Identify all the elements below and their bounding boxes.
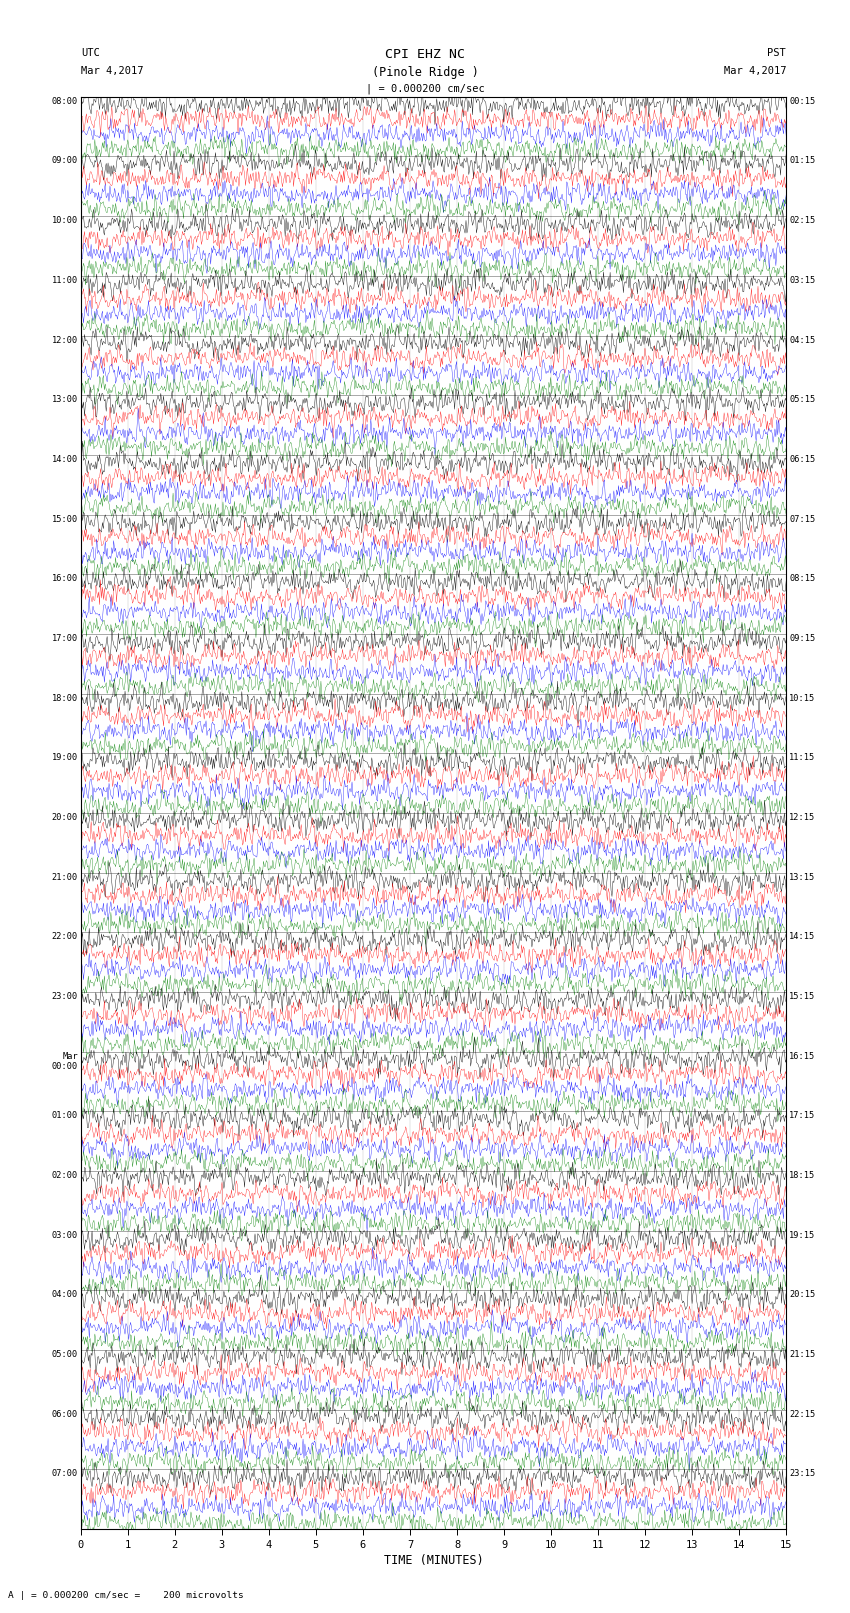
Text: | = 0.000200 cm/sec: | = 0.000200 cm/sec	[366, 84, 484, 95]
Text: PST: PST	[768, 48, 786, 58]
Text: 23:15: 23:15	[789, 1469, 815, 1479]
Text: 15:15: 15:15	[789, 992, 815, 1002]
Text: 10:15: 10:15	[789, 694, 815, 703]
Text: 03:00: 03:00	[52, 1231, 78, 1240]
Text: Mar
00:00: Mar 00:00	[52, 1052, 78, 1071]
Text: 17:00: 17:00	[52, 634, 78, 644]
Text: 00:15: 00:15	[789, 97, 815, 106]
Text: 08:15: 08:15	[789, 574, 815, 584]
Text: 01:00: 01:00	[52, 1111, 78, 1121]
Text: Mar 4,2017: Mar 4,2017	[81, 66, 144, 76]
Text: 09:00: 09:00	[52, 156, 78, 166]
Text: 16:15: 16:15	[789, 1052, 815, 1061]
Text: (Pinole Ridge ): (Pinole Ridge )	[371, 66, 479, 79]
Text: 05:15: 05:15	[789, 395, 815, 405]
Text: 18:00: 18:00	[52, 694, 78, 703]
Text: 19:15: 19:15	[789, 1231, 815, 1240]
Text: 10:00: 10:00	[52, 216, 78, 226]
Text: CPI EHZ NC: CPI EHZ NC	[385, 48, 465, 61]
Text: 03:15: 03:15	[789, 276, 815, 286]
Text: 16:00: 16:00	[52, 574, 78, 584]
Text: 08:00: 08:00	[52, 97, 78, 106]
Text: 22:00: 22:00	[52, 932, 78, 942]
Text: 18:15: 18:15	[789, 1171, 815, 1181]
Text: 02:00: 02:00	[52, 1171, 78, 1181]
Text: 15:00: 15:00	[52, 515, 78, 524]
Text: A | = 0.000200 cm/sec =    200 microvolts: A | = 0.000200 cm/sec = 200 microvolts	[8, 1590, 244, 1600]
Text: 21:00: 21:00	[52, 873, 78, 882]
Text: 07:00: 07:00	[52, 1469, 78, 1479]
Text: 01:15: 01:15	[789, 156, 815, 166]
Text: 22:15: 22:15	[789, 1410, 815, 1419]
Text: 11:15: 11:15	[789, 753, 815, 763]
Text: 13:00: 13:00	[52, 395, 78, 405]
Text: Mar 4,2017: Mar 4,2017	[723, 66, 786, 76]
Text: 06:00: 06:00	[52, 1410, 78, 1419]
Text: 13:15: 13:15	[789, 873, 815, 882]
Text: 06:15: 06:15	[789, 455, 815, 465]
Text: 19:00: 19:00	[52, 753, 78, 763]
Text: 05:00: 05:00	[52, 1350, 78, 1360]
Text: 07:15: 07:15	[789, 515, 815, 524]
Text: 09:15: 09:15	[789, 634, 815, 644]
Text: 12:15: 12:15	[789, 813, 815, 823]
Text: 21:15: 21:15	[789, 1350, 815, 1360]
Text: 14:00: 14:00	[52, 455, 78, 465]
Text: 04:15: 04:15	[789, 336, 815, 345]
Text: 20:15: 20:15	[789, 1290, 815, 1300]
Text: 02:15: 02:15	[789, 216, 815, 226]
Text: UTC: UTC	[81, 48, 99, 58]
Text: 14:15: 14:15	[789, 932, 815, 942]
Text: 23:00: 23:00	[52, 992, 78, 1002]
Text: 11:00: 11:00	[52, 276, 78, 286]
Text: 12:00: 12:00	[52, 336, 78, 345]
X-axis label: TIME (MINUTES): TIME (MINUTES)	[383, 1553, 484, 1566]
Text: 17:15: 17:15	[789, 1111, 815, 1121]
Text: 20:00: 20:00	[52, 813, 78, 823]
Text: 04:00: 04:00	[52, 1290, 78, 1300]
